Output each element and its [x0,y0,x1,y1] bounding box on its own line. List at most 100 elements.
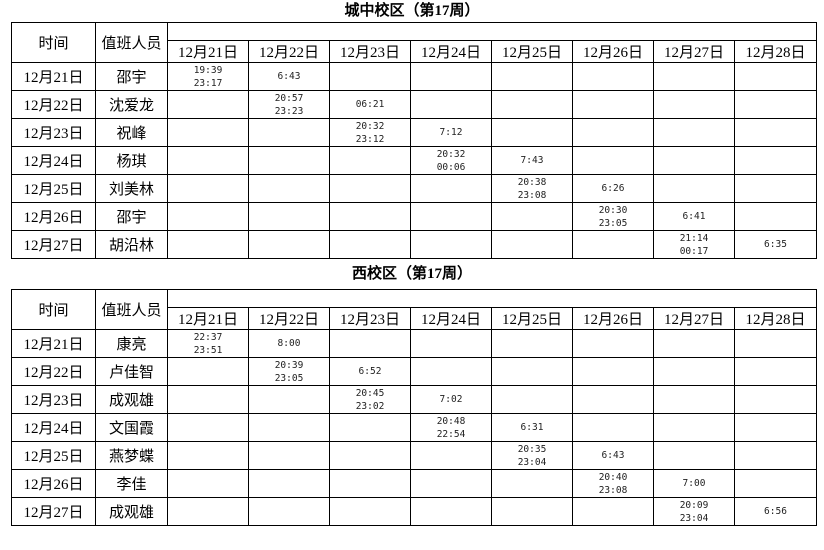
time-entry: 20:30 [598,204,628,216]
time-cell: 6:26 [572,174,654,203]
time-cell [491,329,573,358]
time-entry: 20:45 [355,387,385,399]
table-row: 12月22日 卢佳智 20:39 23:05 6:52 [11,357,817,386]
time-cell [572,413,654,442]
duty-person: 邵宇 [95,202,168,231]
time-cell [248,385,330,414]
row-date: 12月25日 [11,174,96,203]
time-entry: 23:04 [517,456,547,468]
time-cell: 6:43 [572,441,654,470]
time-entry: 20:32 [355,120,385,132]
duty-table: 时间 值班人员 12月21日 12月22日 12月23日 12月24日 12月25日 12月2… [11,22,817,259]
time-entry: 23:17 [193,77,223,89]
time-entry: 20:38 [517,176,547,188]
time-entry: 20:39 [274,359,304,371]
date-column-header: 12月25日 [491,307,573,330]
time-entry: 23:08 [598,484,628,496]
time-cell [410,441,492,470]
header-person: 值班人员 [95,22,168,63]
table-row: 12月27日 胡沿林 21:14 00:17 6:35 [11,230,817,259]
time-cell [734,441,817,470]
time-cell [653,118,735,147]
row-date: 12月24日 [11,413,96,442]
duty-person: 燕梦蝶 [95,441,168,470]
time-cell [248,174,330,203]
time-entry: 22:54 [436,428,466,440]
time-entry: 23:08 [517,189,547,201]
campus-title: 西校区（第17周） [351,266,472,282]
date-column-header: 12月21日 [167,40,249,63]
time-cell [329,497,411,526]
campus-title: 城中校区（第17周） [344,3,480,19]
time-cell [572,230,654,259]
time-entry: 20:35 [517,443,547,455]
time-cell [491,385,573,414]
time-entry: 20:40 [598,471,628,483]
time-cell [410,230,492,259]
time-cell: 20:40 23:08 [572,469,654,498]
duty-person: 邵宇 [95,62,168,91]
time-entry: 20:32 [436,148,466,160]
time-cell [572,357,654,386]
time-cell [410,329,492,358]
time-entry: 7:43 [520,155,544,166]
time-cell [572,385,654,414]
time-entry: 22:37 [193,331,223,343]
time-cell [572,329,654,358]
row-date: 12月21日 [11,62,96,91]
header-time: 时间 [11,22,96,63]
row-date: 12月23日 [11,118,96,147]
table-row: 12月26日 李佳 20:40 23:08 7:00 [11,469,817,498]
time-cell [329,174,411,203]
time-cell: 20:45 23:02 [329,385,411,414]
time-cell: 20:48 22:54 [410,413,492,442]
time-cell [491,202,573,231]
time-cell: 8:00 [248,329,330,358]
time-cell [329,413,411,442]
time-cell [410,90,492,119]
table-row: 12月26日 邵宇 20:30 23:05 6:41 [11,202,817,231]
time-cell: 20:30 23:05 [572,202,654,231]
time-cell [734,174,817,203]
time-cell [410,62,492,91]
time-cell [248,146,330,175]
time-cell [653,385,735,414]
date-column-header: 12月28日 [734,40,817,63]
time-entry: 23:02 [355,400,385,412]
time-cell [653,62,735,91]
table-row: 12月24日 文国霞 20:48 22:54 6:31 [11,413,817,442]
time-cell [167,90,249,119]
time-cell [329,202,411,231]
header-person: 值班人员 [95,289,168,330]
time-cell: 7:12 [410,118,492,147]
duty-person: 杨琪 [95,146,168,175]
time-cell [410,497,492,526]
row-date: 12月23日 [11,385,96,414]
date-column-header: 12月23日 [329,40,411,63]
time-cell [734,413,817,442]
time-cell: 7:02 [410,385,492,414]
table-row: 12月22日 沈爱龙 20:57 23:23 06:21 [11,90,817,119]
time-entry: 23:04 [679,512,709,524]
time-cell [491,469,573,498]
duty-person: 成观雄 [95,497,168,526]
time-entry: 7:02 [439,394,463,405]
row-date: 12月22日 [11,90,96,119]
time-cell [167,357,249,386]
time-cell [329,329,411,358]
time-cell [167,441,249,470]
time-entry: 20:48 [436,415,466,427]
time-cell [410,357,492,386]
time-cell [734,118,817,147]
time-cell: 20:32 00:06 [410,146,492,175]
duty-person: 李佳 [95,469,168,498]
time-cell: 20:38 23:08 [491,174,573,203]
time-entry: 6:56 [764,506,787,517]
duty-person: 沈爱龙 [95,90,168,119]
time-cell [572,62,654,91]
time-cell: 7:43 [491,146,573,175]
time-cell [734,385,817,414]
time-entry: 23:51 [193,344,223,356]
time-entry: 20:09 [679,499,709,511]
time-cell: 6:31 [491,413,573,442]
